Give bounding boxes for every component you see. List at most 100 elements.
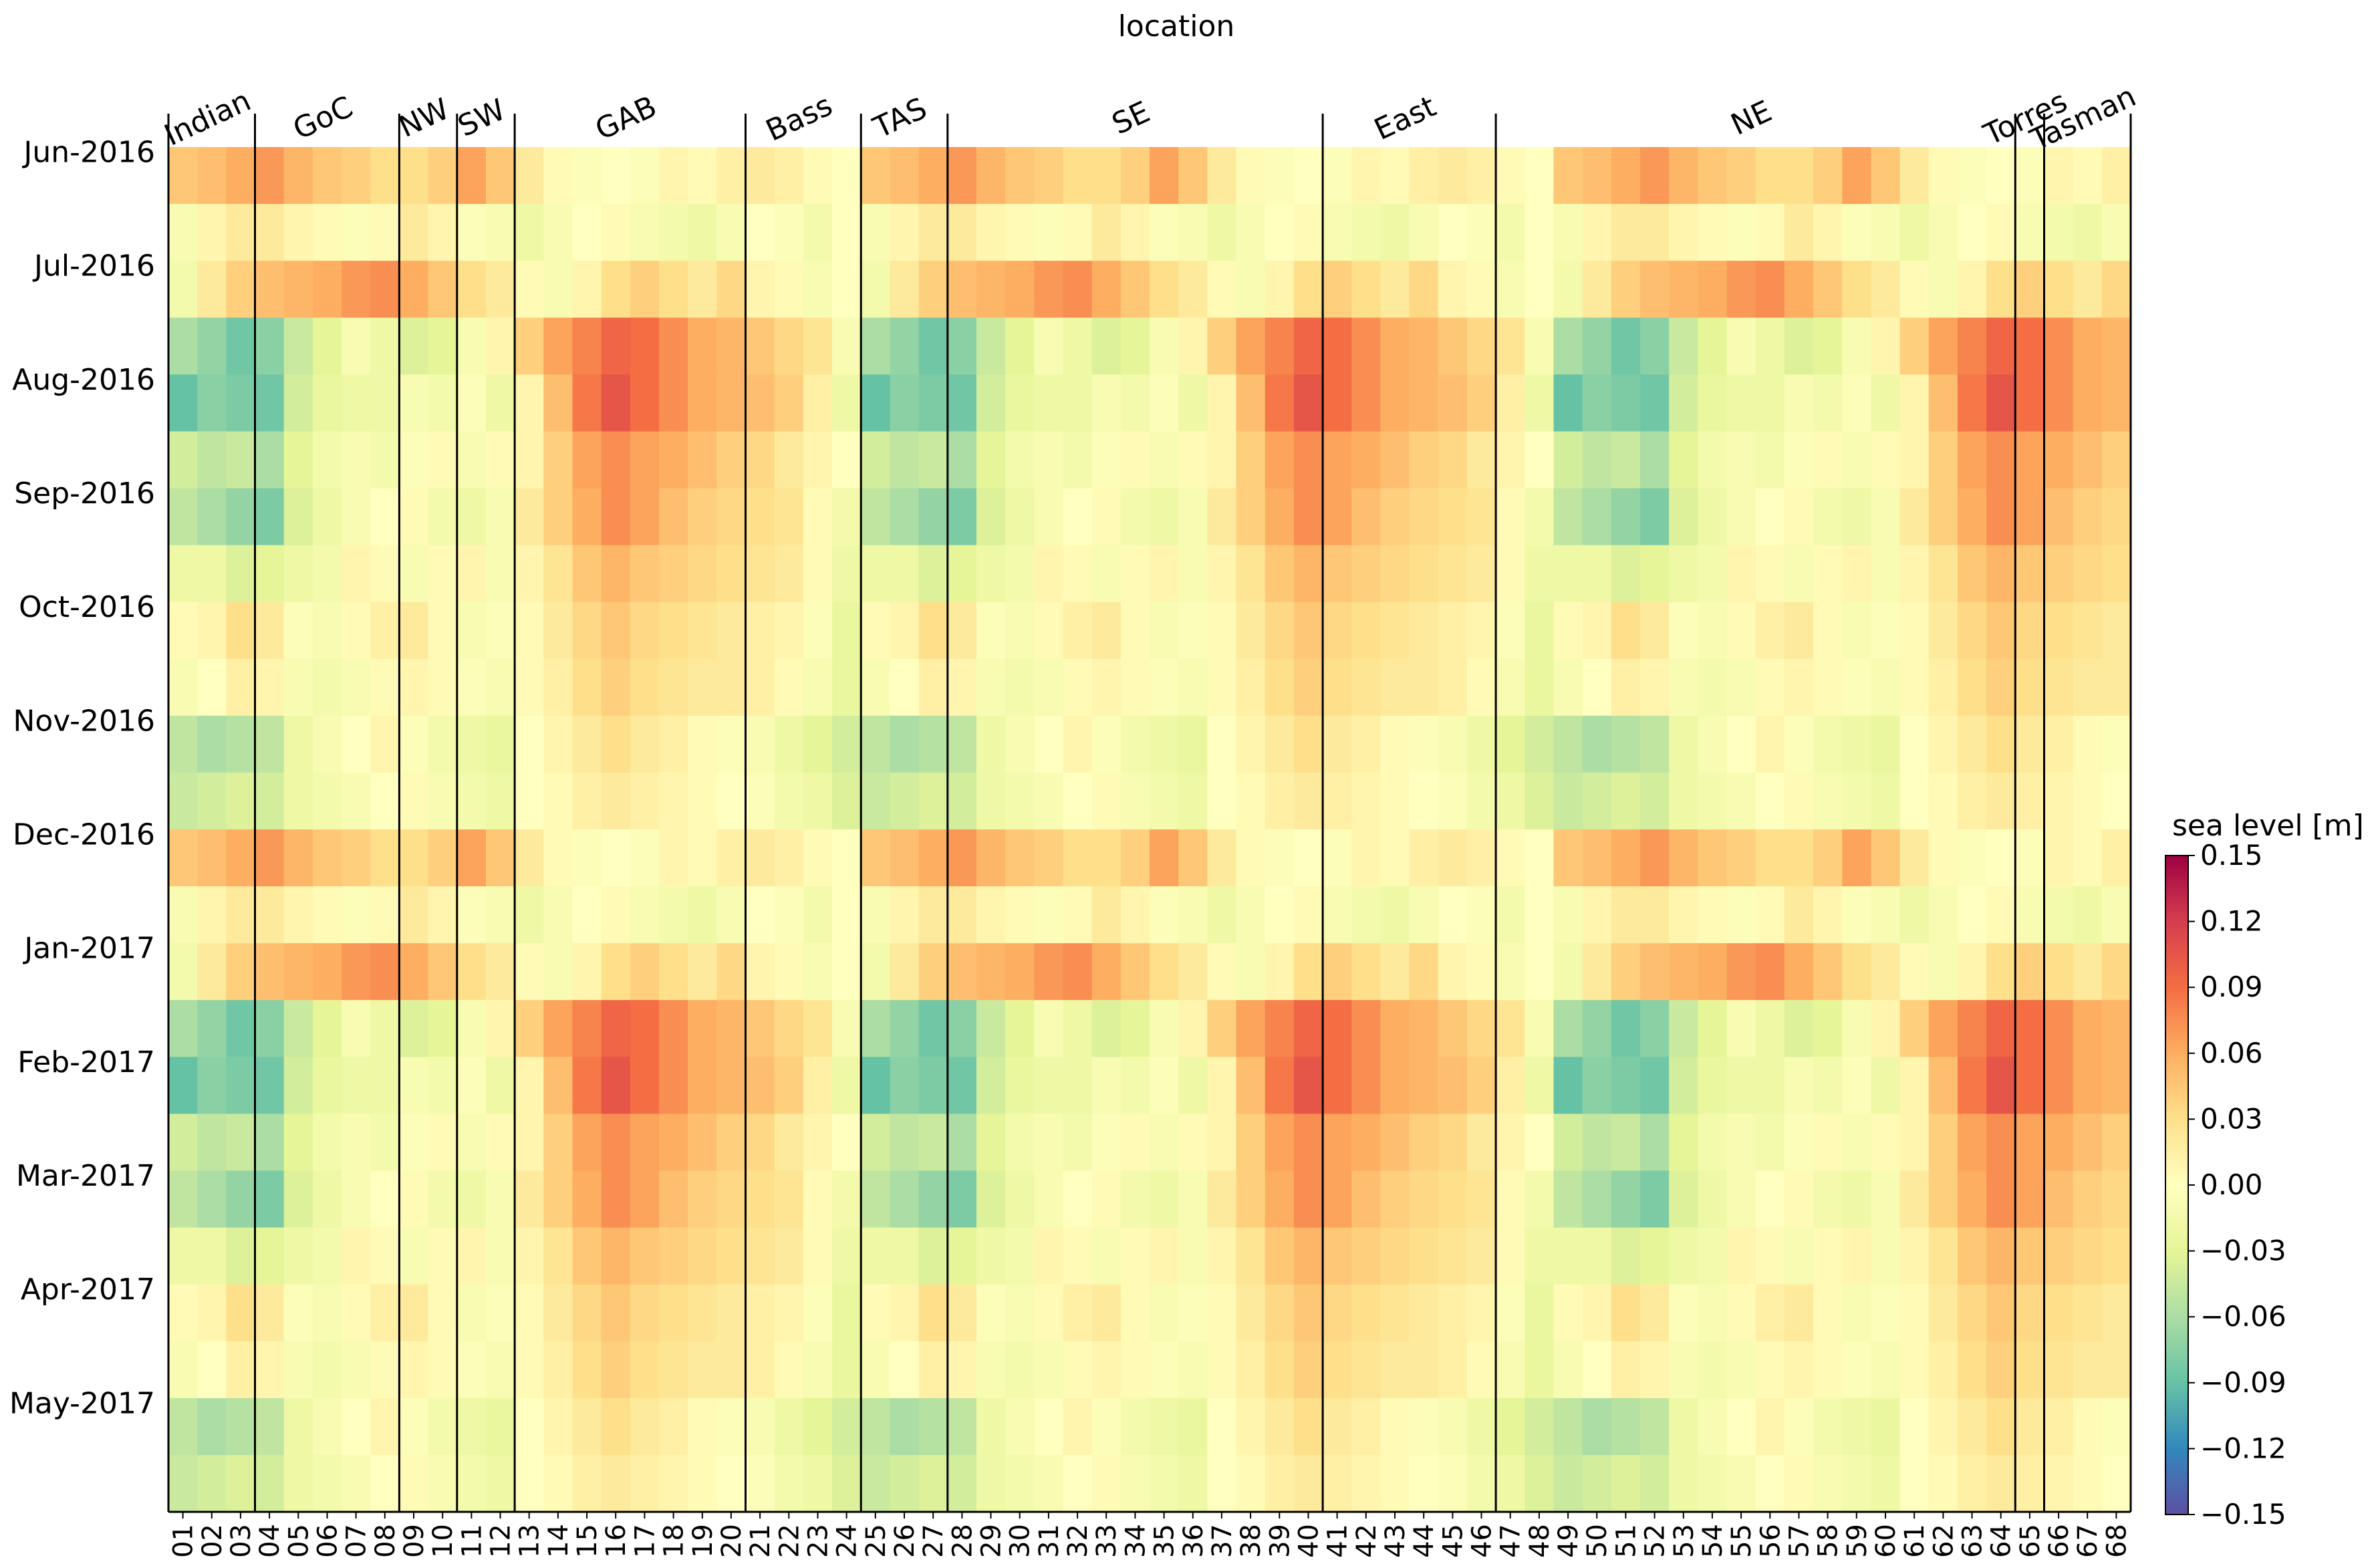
heat-cell [716,1114,747,1172]
heat-cell [803,943,833,1001]
heat-cell [572,431,602,489]
heat-cell [774,772,804,830]
heat-cell [1986,772,2016,830]
heat-cell [1438,772,1468,830]
heat-cell [2044,204,2074,261]
heat-cell [1871,147,1901,205]
heat-cell [1409,545,1439,603]
x-tick-label: 21 [745,1524,776,1558]
heat-cell [1380,147,1410,205]
heat-cell [890,602,920,660]
x-tick-label: 35 [1150,1524,1180,1558]
heat-cell [1005,1000,1035,1057]
heat-cell [803,1284,833,1342]
heat-cell [1726,545,1756,603]
heat-cell [1150,147,1179,205]
heat-cell [2044,1114,2074,1172]
heat-cell [601,1398,631,1456]
heat-cell [1755,715,1785,773]
heat-cell [572,829,602,887]
heat-cell [1640,1000,1670,1057]
heat-cell [1582,772,1612,830]
heat-cell [399,1114,429,1172]
heat-cell [1351,1227,1381,1285]
heat-cell [485,1398,515,1456]
heat-cell [485,545,515,603]
heat-cell [197,1227,227,1285]
heat-cell [1813,1000,1843,1057]
heat-cell [1120,1341,1150,1399]
heat-cell [832,545,862,603]
heat-cell [255,1454,285,1513]
heat-cell [255,1114,285,1172]
heat-cell [1034,488,1064,546]
heat-cell [1150,886,1179,944]
heat-cell [1726,1170,1756,1228]
heat-cell [659,1227,688,1285]
heat-cell [890,1227,920,1285]
heat-cell [890,1057,920,1115]
heat-cell [1899,715,1930,773]
heat-cell [428,431,458,489]
heat-cell [312,1398,342,1456]
heat-cell [1842,1454,1872,1513]
heat-cell [226,488,256,546]
heat-cell [1582,431,1612,489]
heat-cell [1726,1114,1756,1172]
heat-cell [1726,1000,1756,1057]
x-tick-label: 52 [1640,1524,1671,1558]
heat-cell [2073,602,2103,660]
heat-cell [1784,1398,1814,1456]
heat-cell [1986,147,2016,205]
heat-cell [2101,374,2131,432]
heat-cell [659,943,688,1001]
heat-cell [370,204,400,261]
heat-cell [1120,1170,1150,1228]
heat-cell [1640,1170,1670,1228]
heat-cell [745,545,775,603]
heat-cell [543,1227,573,1285]
heat-cell [1120,431,1150,489]
heat-cell [370,1284,400,1342]
heat-cell [861,772,891,830]
heat-cell [2101,829,2131,887]
heat-cell [1265,431,1295,489]
heat-cell [283,829,313,887]
heat-cell [515,147,544,205]
heat-cell [716,602,747,660]
heat-cell [1034,1398,1064,1456]
heat-cell [1466,431,1496,489]
heat-cell [1813,1284,1843,1342]
heat-cell [1698,1398,1728,1456]
heat-cell [1438,545,1468,603]
heat-cell [1784,204,1814,261]
heat-cell [1323,1227,1352,1285]
heat-cell [976,261,1006,318]
heat-cell [1899,602,1930,660]
heat-cell [370,1341,400,1399]
heat-cell [399,317,429,375]
heat-cell [255,1227,285,1285]
heat-cell [832,658,862,716]
heat-cell [342,715,371,773]
heat-cell [976,886,1006,944]
heat-cell [197,1057,227,1115]
x-tick-label: 68 [2101,1524,2132,1558]
heat-cell [1150,1170,1179,1228]
heat-cell [283,1284,313,1342]
heat-cell [1726,943,1756,1001]
heat-cell [456,1057,487,1115]
heat-cell [1957,1341,1987,1399]
heat-cell [1236,1057,1266,1115]
colorbar-tick-label: 0.12 [2200,905,2263,938]
heat-cell [572,488,602,546]
y-tick-label: Apr-2017 [21,1273,155,1307]
heat-cell [688,147,717,205]
heat-cell [1409,1284,1439,1342]
heat-cell [745,374,775,432]
heat-cell [1120,545,1150,603]
heat-cell [456,1114,487,1172]
heat-cell [1063,1398,1093,1456]
heat-cell [918,545,948,603]
heat-cell [1236,1454,1266,1513]
